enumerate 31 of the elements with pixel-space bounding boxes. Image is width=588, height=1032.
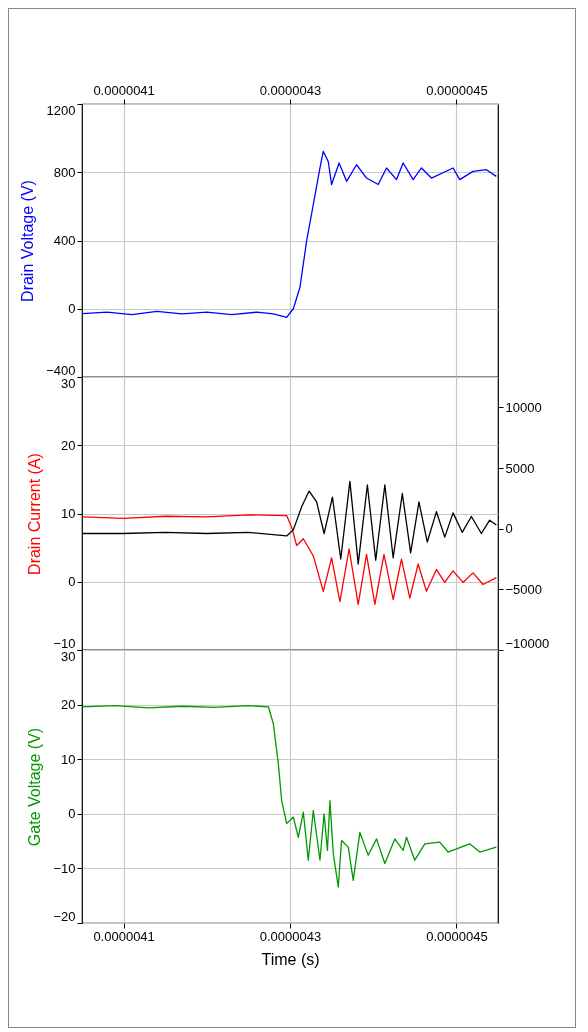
y-tick-label: 0 (68, 806, 76, 822)
y-tick-label: 800 (53, 164, 76, 180)
y2-tick-label: −10000 (505, 635, 550, 651)
y-tick-label: −400 (46, 362, 76, 378)
y-axis-title: Drain Current (A) (26, 453, 44, 575)
y-tick-label: −20 (53, 908, 76, 924)
y-axis-title: Drain Voltage (V) (19, 180, 37, 302)
y-tick-label: 0 (68, 574, 76, 590)
y-tick-label: 10 (61, 751, 76, 767)
y2-tick-label: 10000 (505, 399, 542, 415)
y-tick-label: 30 (61, 375, 76, 391)
y-tick-label: −10 (53, 635, 76, 651)
y-tick-label: 1200 (46, 102, 76, 118)
y-axis-title: Gate Voltage (V) (26, 727, 44, 847)
y-tick-label: 20 (61, 697, 76, 713)
x-tick-label: 0.0000041 (93, 928, 155, 944)
y2-tick-label: 0 (505, 521, 513, 537)
y-tick-label: −10 (53, 860, 76, 876)
y2-tick-label: 5000 (505, 460, 535, 476)
y-tick-label: 30 (61, 648, 76, 664)
x2-tick-label: 0.0000045 (426, 82, 488, 98)
x-axis-title: Time (s) (261, 950, 320, 968)
y-tick-label: 10 (61, 506, 76, 521)
x-tick-label: 0.0000043 (259, 928, 322, 944)
x2-tick-label: 0.0000041 (93, 82, 155, 98)
y-tick-label: 0 (68, 301, 76, 317)
y2-tick-label: −5000 (505, 581, 543, 597)
y-tick-label: 20 (61, 437, 76, 453)
y-tick-label: 400 (53, 233, 76, 248)
x-tick-label: 0.0000045 (426, 928, 488, 944)
x2-tick-label: 0.0000043 (259, 82, 322, 98)
